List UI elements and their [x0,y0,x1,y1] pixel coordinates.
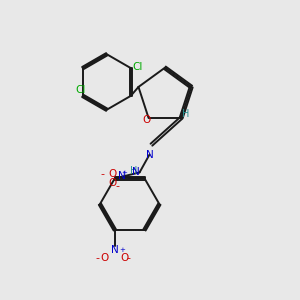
Text: +: + [122,170,128,176]
Text: Cl: Cl [76,85,86,95]
Text: O: O [109,169,117,179]
Text: -: - [95,253,99,262]
Text: H: H [182,109,190,119]
Text: N: N [146,150,153,160]
Text: O: O [109,178,117,188]
Text: +: + [119,247,125,253]
Text: N: N [118,171,126,182]
Text: O: O [121,253,129,262]
Text: H: H [130,167,137,176]
Text: O: O [101,253,109,262]
Text: -: - [101,169,105,179]
Text: -: - [116,181,120,191]
Text: Cl: Cl [133,62,143,72]
Text: O: O [142,115,151,125]
Text: N: N [132,167,140,177]
Text: -: - [127,253,131,262]
Text: N: N [111,245,119,255]
